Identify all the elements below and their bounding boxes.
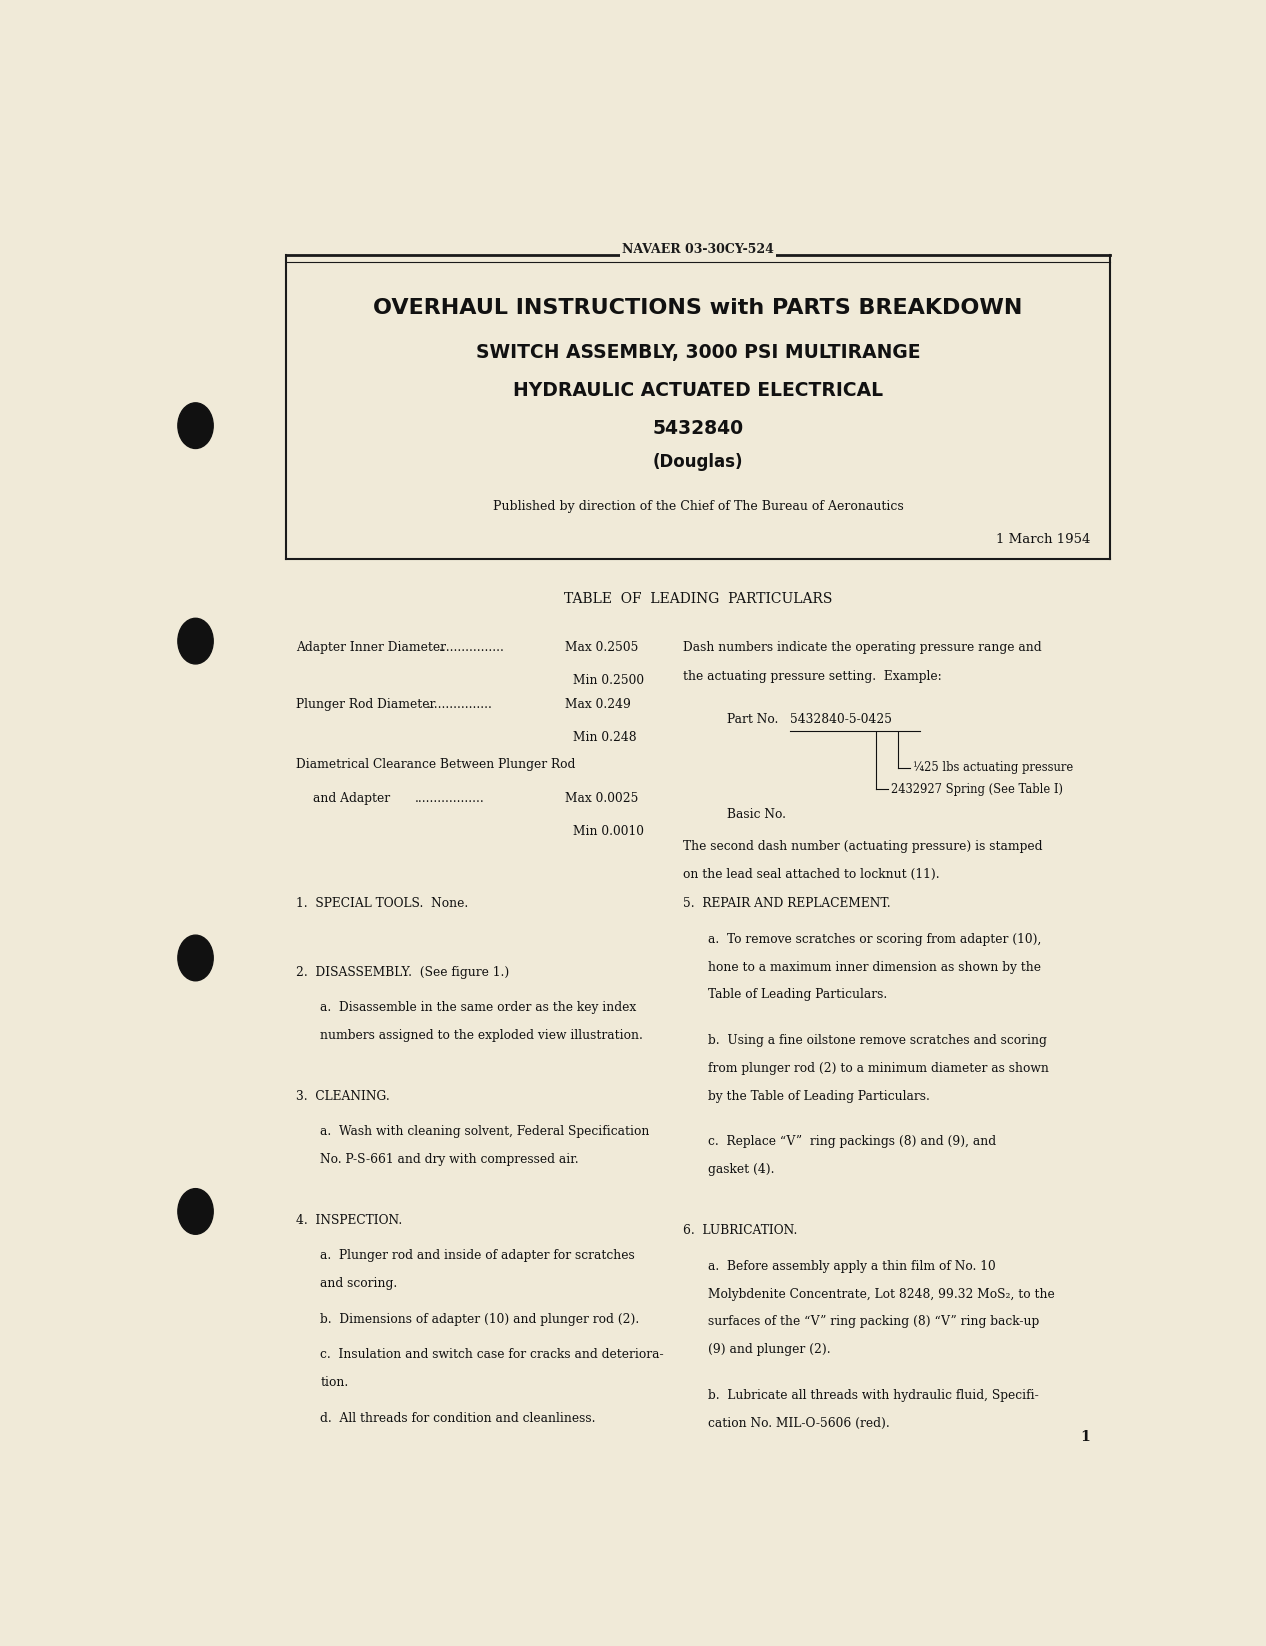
Text: c.  Insulation and switch case for cracks and deteriora-: c. Insulation and switch case for cracks… [320,1348,663,1361]
Text: Min 0.248: Min 0.248 [573,731,637,744]
Text: The second dash number (actuating pressure) is stamped: The second dash number (actuating pressu… [684,839,1043,853]
Text: Diametrical Clearance Between Plunger Rod: Diametrical Clearance Between Plunger Ro… [295,757,575,770]
Text: c.  Replace “V”  ring packings (8) and (9), and: c. Replace “V” ring packings (8) and (9)… [708,1136,996,1149]
Text: 1 March 1954: 1 March 1954 [996,533,1090,546]
Text: b.  Dimensions of adapter (10) and plunger rod (2).: b. Dimensions of adapter (10) and plunge… [320,1314,639,1325]
Text: and Adapter: and Adapter [313,792,390,805]
Text: Plunger Rod Diameter: Plunger Rod Diameter [295,698,436,711]
Text: a.  Disassemble in the same order as the key index: a. Disassemble in the same order as the … [320,1001,637,1014]
Text: Molybdenite Concentrate, Lot 8248, 99.32 MoS₂, to the: Molybdenite Concentrate, Lot 8248, 99.32… [708,1287,1055,1300]
Text: Max 0.249: Max 0.249 [566,698,632,711]
Text: Dash numbers indicate the operating pressure range and: Dash numbers indicate the operating pres… [684,640,1042,653]
Circle shape [177,935,213,981]
Text: Part No.: Part No. [728,713,782,726]
Text: b.  Using a fine oilstone remove scratches and scoring: b. Using a fine oilstone remove scratche… [708,1034,1047,1047]
Text: Min 0.2500: Min 0.2500 [573,673,644,686]
Text: 2432927 Spring (See Table I): 2432927 Spring (See Table I) [891,783,1063,797]
Text: by the Table of Leading Particulars.: by the Table of Leading Particulars. [708,1090,929,1103]
Text: a.  Before assembly apply a thin film of No. 10: a. Before assembly apply a thin film of … [708,1259,995,1272]
FancyBboxPatch shape [227,206,1129,1458]
Text: (9) and plunger (2).: (9) and plunger (2). [708,1343,830,1356]
Text: ..................: .................. [415,792,485,805]
Text: SWITCH ASSEMBLY, 3000 PSI MULTIRANGE: SWITCH ASSEMBLY, 3000 PSI MULTIRANGE [476,342,920,362]
Text: 2.  DISASSEMBLY.  (See figure 1.): 2. DISASSEMBLY. (See figure 1.) [295,966,509,979]
Text: b.  Lubricate all threads with hydraulic fluid, Specifi-: b. Lubricate all threads with hydraulic … [708,1389,1038,1402]
Text: NAVAER 03-30CY-524: NAVAER 03-30CY-524 [622,244,774,257]
Text: a.  To remove scratches or scoring from adapter (10),: a. To remove scratches or scoring from a… [708,933,1041,945]
Text: ¼25 lbs actuating pressure: ¼25 lbs actuating pressure [913,762,1074,774]
Text: 4.  INSPECTION.: 4. INSPECTION. [295,1215,401,1226]
Circle shape [177,1188,213,1234]
Text: 5432840-5-0425: 5432840-5-0425 [790,713,893,726]
Text: surfaces of the “V” ring packing (8) “V” ring back-up: surfaces of the “V” ring packing (8) “V”… [708,1315,1039,1328]
Text: (Douglas): (Douglas) [653,453,743,471]
Text: Min 0.0010: Min 0.0010 [573,825,644,838]
Text: Basic No.: Basic No. [728,808,786,821]
Text: a.  Wash with cleaning solvent, Federal Specification: a. Wash with cleaning solvent, Federal S… [320,1126,649,1139]
Text: Max 0.2505: Max 0.2505 [566,640,639,653]
Text: hone to a maximum inner dimension as shown by the: hone to a maximum inner dimension as sho… [708,961,1041,973]
Text: 5432840: 5432840 [652,418,743,438]
Text: numbers assigned to the exploded view illustration.: numbers assigned to the exploded view il… [320,1029,643,1042]
Text: d.  All threads for condition and cleanliness.: d. All threads for condition and cleanli… [320,1412,595,1425]
Text: No. P-S-661 and dry with compressed air.: No. P-S-661 and dry with compressed air. [320,1154,579,1165]
Text: and scoring.: and scoring. [320,1277,398,1290]
Text: 5.  REPAIR AND REPLACEMENT.: 5. REPAIR AND REPLACEMENT. [684,897,891,910]
Text: OVERHAUL INSTRUCTIONS with PARTS BREAKDOWN: OVERHAUL INSTRUCTIONS with PARTS BREAKDO… [373,298,1023,318]
Text: HYDRAULIC ACTUATED ELECTRICAL: HYDRAULIC ACTUATED ELECTRICAL [513,380,882,400]
Text: Table of Leading Particulars.: Table of Leading Particulars. [708,988,887,1001]
Text: a.  Plunger rod and inside of adapter for scratches: a. Plunger rod and inside of adapter for… [320,1249,634,1262]
Text: TABLE  OF  LEADING  PARTICULARS: TABLE OF LEADING PARTICULARS [563,593,832,606]
Text: 1: 1 [1081,1430,1090,1444]
Text: .................: ................. [427,698,492,711]
Text: 6.  LUBRICATION.: 6. LUBRICATION. [684,1225,798,1238]
Text: tion.: tion. [320,1376,348,1389]
Text: gasket (4).: gasket (4). [708,1164,775,1177]
Text: from plunger rod (2) to a minimum diameter as shown: from plunger rod (2) to a minimum diamet… [708,1062,1048,1075]
Text: .................: ................. [439,640,505,653]
Text: the actuating pressure setting.  Example:: the actuating pressure setting. Example: [684,670,942,683]
Text: Adapter Inner Diameter: Adapter Inner Diameter [295,640,446,653]
Circle shape [177,403,213,448]
Text: on the lead seal attached to locknut (11).: on the lead seal attached to locknut (11… [684,867,939,881]
Circle shape [177,619,213,663]
Text: 1.  SPECIAL TOOLS.  None.: 1. SPECIAL TOOLS. None. [295,897,468,910]
Text: Max 0.0025: Max 0.0025 [566,792,639,805]
Text: Published by direction of the Chief of The Bureau of Aeronautics: Published by direction of the Chief of T… [492,500,903,514]
Text: cation No. MIL-O-5606 (red).: cation No. MIL-O-5606 (red). [708,1417,890,1430]
Text: 3.  CLEANING.: 3. CLEANING. [295,1090,390,1103]
